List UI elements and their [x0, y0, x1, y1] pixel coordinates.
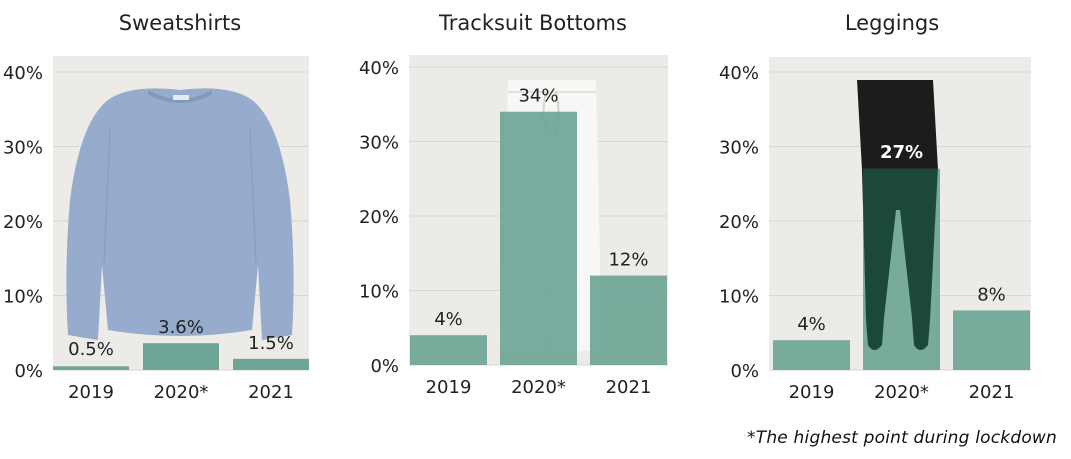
y-tick-label: 0%: [730, 361, 759, 382]
y-tick-label: 20%: [719, 212, 759, 233]
data-label: 4%: [797, 314, 826, 335]
y-tick-label: 0%: [14, 361, 43, 382]
chart-3: 4% 27% 8% 0% 10% 20% 30% 40% 2019 2020* 2021 Leggin…: [719, 11, 1031, 403]
y-tick-label: 10%: [359, 282, 399, 303]
data-label: 34%: [518, 86, 558, 107]
bar: [500, 111, 577, 365]
footnote: *The highest point during lockdown: [747, 428, 1057, 448]
y-tick-label: 10%: [719, 287, 759, 308]
bar: [953, 310, 1030, 370]
data-label: 12%: [608, 250, 648, 271]
data-label: 27%: [880, 142, 923, 163]
sweatshirt-seam-right: [249, 129, 257, 266]
leggings-overlay: [863, 168, 938, 350]
y-tick-label: 20%: [3, 212, 43, 233]
data-label: 4%: [434, 309, 463, 330]
sweatshirt-seam-left: [103, 129, 111, 266]
data-label: 3.6%: [158, 317, 204, 338]
sweatshirt-photo: [66, 88, 294, 340]
leggings-waist: [857, 80, 938, 170]
x-tick-label: 2021: [248, 382, 294, 403]
bar: [410, 335, 487, 365]
y-tick-label: 40%: [3, 63, 43, 84]
y-tick-label: 40%: [719, 63, 759, 84]
x-tick-label: 2019: [789, 382, 835, 403]
sweatshirt-body: [66, 88, 294, 340]
bar: [233, 358, 309, 370]
y-tick-label: 10%: [3, 287, 43, 308]
chart-title: Leggings: [845, 11, 939, 35]
y-tick-label: 30%: [359, 133, 399, 154]
bar: [590, 275, 667, 365]
y-tick-label: 40%: [359, 58, 399, 79]
y-tick-label: 30%: [719, 138, 759, 159]
chart-title: Tracksuit Bottoms: [438, 11, 627, 35]
data-label: 0.5%: [68, 339, 114, 360]
chart-title: Sweatshirts: [119, 11, 241, 35]
bar: [53, 366, 129, 370]
bar: [773, 340, 850, 370]
y-tick-label: 20%: [359, 207, 399, 228]
bar: [143, 343, 219, 370]
sweatshirt-collar: [147, 90, 213, 103]
data-label: 1.5%: [248, 333, 294, 354]
x-tick-label: 2021: [606, 377, 652, 398]
y-tick-label: 30%: [3, 138, 43, 159]
chart-2: 4% 34% 12% 0% 10% 20% 30% 40% 2019 2020* 2021 Track…: [359, 11, 668, 398]
x-tick-label: 2019: [426, 377, 472, 398]
sweatshirt-tag: [173, 95, 189, 100]
x-tick-label: 2020*: [154, 382, 209, 403]
y-tick-label: 0%: [370, 356, 399, 377]
x-tick-label: 2020*: [874, 382, 929, 403]
x-tick-label: 2021: [969, 382, 1015, 403]
x-tick-label: 2020*: [511, 377, 566, 398]
chart-1: 0.5% 3.6% 1.5% 0% 10% 20% 30% 40% 2019 2020* 2021 S…: [3, 11, 309, 403]
x-tick-label: 2019: [68, 382, 114, 403]
data-label: 8%: [977, 284, 1006, 305]
